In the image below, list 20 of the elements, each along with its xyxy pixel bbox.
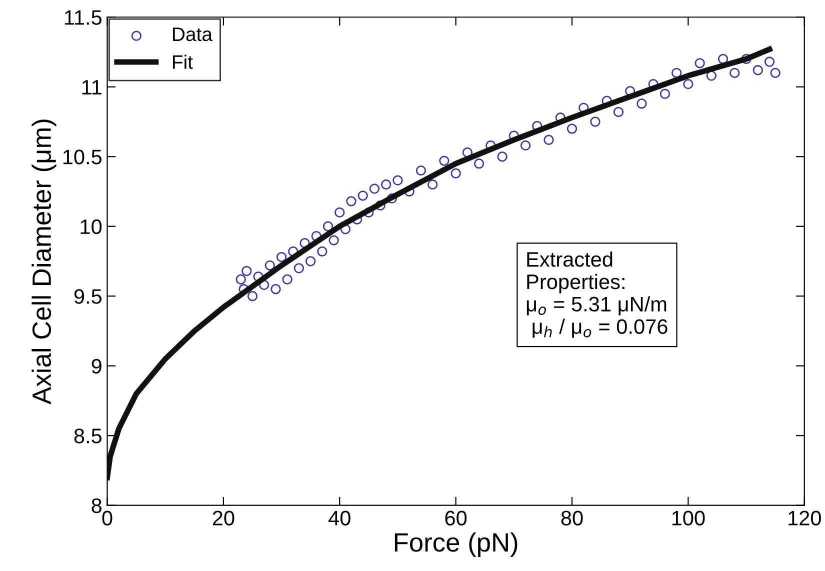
text: Extracted Properties: μ$_{o}$ = 5.31 μN/m μ$_{h}$ / μ$_{o}$ = 0.076 [526,251,668,338]
y-tick-label: 11.5 [64,10,102,25]
legend-label: Data [173,28,212,42]
y-tick-label: 10 [80,219,102,234]
y-tick-label: 9 [92,358,102,374]
x-tick-label: 120 [788,510,821,526]
y-tick-label: 11 [82,80,102,94]
x-tick-label: 60 [445,510,467,526]
x-tick-label: 20 [212,510,234,526]
x-tick-label: 100 [672,510,705,526]
x-tick-label: 0 [102,510,112,526]
x-axis-title: Force (pN) [394,532,518,557]
y-tick-label: 8.5 [74,428,102,444]
y-tick-label: 8 [92,498,102,514]
y-tick-label: 9.5 [74,289,102,304]
y-axis-title: Axial Cell Diameter (μm) [32,120,56,404]
y-tick-label: 10.5 [63,150,102,164]
legend-label: Fit [173,54,193,69]
x-tick-label: 80 [561,510,583,526]
x-tick-label: 40 [328,510,350,526]
